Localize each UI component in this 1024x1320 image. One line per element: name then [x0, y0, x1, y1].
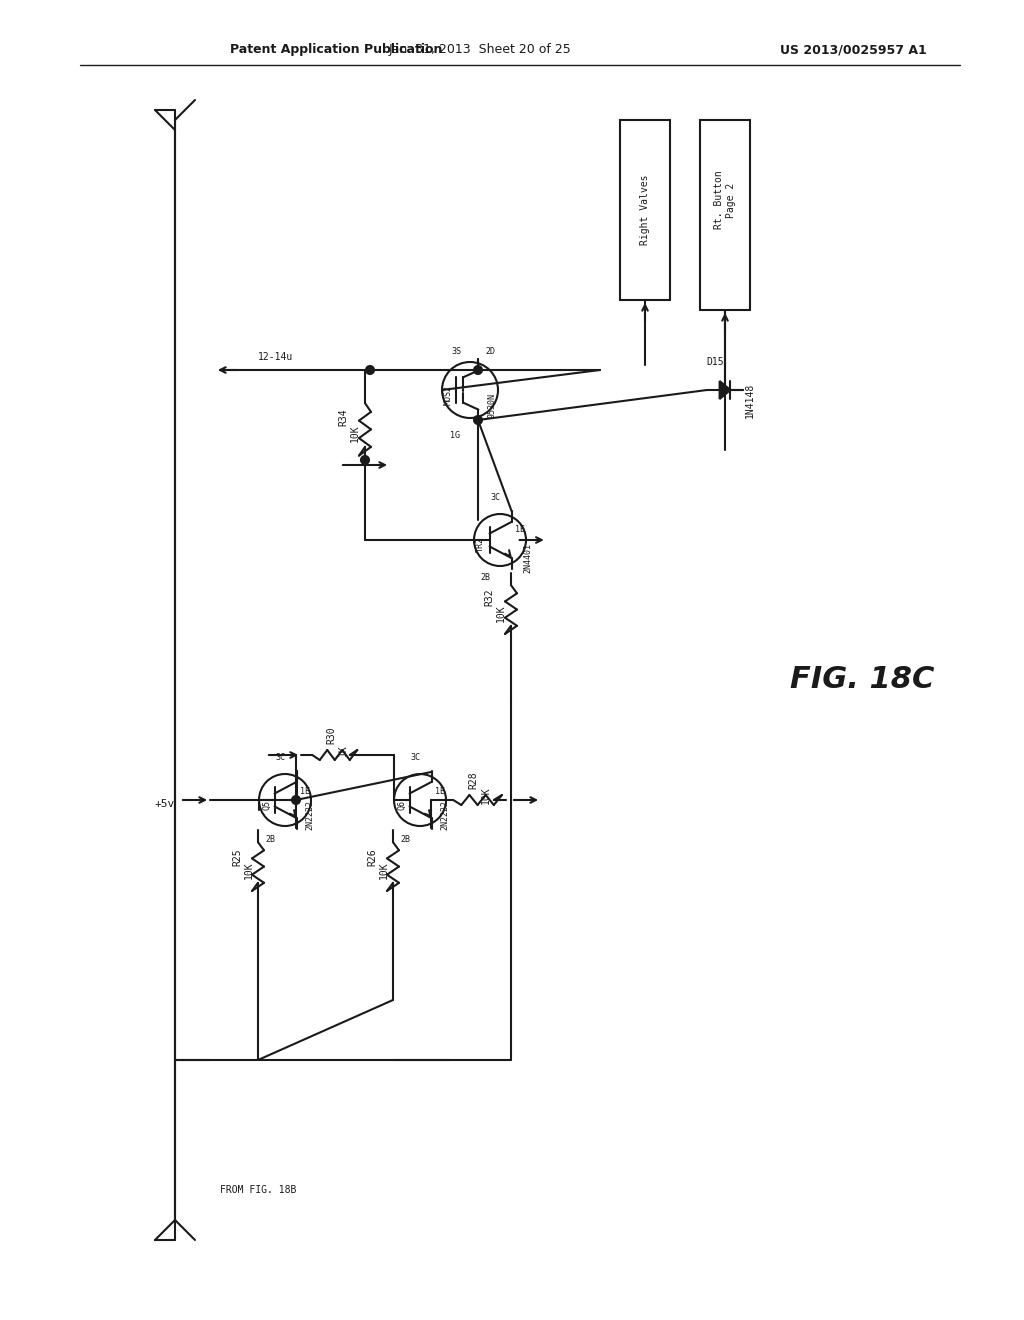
Text: R26: R26: [367, 849, 377, 866]
Text: US 2013/0025957 A1: US 2013/0025957 A1: [780, 44, 927, 57]
Text: TR2: TR2: [475, 537, 484, 553]
Text: 10K: 10K: [244, 862, 254, 879]
Text: 10K: 10K: [496, 605, 506, 622]
Text: 1N4148: 1N4148: [745, 383, 755, 417]
Text: 1E: 1E: [300, 788, 310, 796]
Text: 2N2222: 2N2222: [440, 800, 450, 830]
Text: Jan. 31, 2013  Sheet 20 of 25: Jan. 31, 2013 Sheet 20 of 25: [389, 44, 571, 57]
Text: 3S: 3S: [451, 347, 461, 356]
Circle shape: [292, 796, 300, 804]
Text: Patent Application Publication: Patent Application Publication: [230, 44, 442, 57]
Text: FROM FIG. 18B: FROM FIG. 18B: [220, 1185, 296, 1195]
Text: R30: R30: [326, 726, 336, 743]
Text: 2B: 2B: [400, 836, 410, 845]
Text: D15: D15: [707, 356, 724, 367]
Text: 10K: 10K: [480, 787, 490, 804]
Bar: [700, 120, 750, 310]
Text: 2D: 2D: [485, 347, 495, 356]
Polygon shape: [720, 381, 730, 399]
Text: 1K: 1K: [338, 744, 348, 756]
Text: 10K: 10K: [379, 862, 389, 879]
Text: 1G: 1G: [450, 430, 460, 440]
Text: Q6: Q6: [397, 800, 407, 810]
Text: 2B: 2B: [265, 836, 275, 845]
Circle shape: [474, 366, 482, 374]
Text: 10K: 10K: [350, 424, 360, 442]
Text: 3C: 3C: [275, 754, 285, 763]
Text: FIG. 18C: FIG. 18C: [790, 665, 934, 694]
Bar: [620, 120, 670, 300]
Text: 9530N: 9530N: [487, 392, 497, 417]
Text: R28: R28: [469, 771, 478, 789]
Text: R34: R34: [338, 408, 348, 426]
Text: 12-14u: 12-14u: [257, 352, 293, 362]
Text: 1E: 1E: [435, 788, 445, 796]
Text: 1E: 1E: [515, 525, 525, 535]
Text: Right Valves: Right Valves: [640, 174, 650, 246]
Text: 2B: 2B: [480, 573, 490, 582]
Text: R25: R25: [232, 849, 242, 866]
Text: +5v: +5v: [155, 799, 175, 809]
Circle shape: [361, 455, 369, 465]
Text: Q5: Q5: [262, 800, 271, 810]
Text: 2N4401: 2N4401: [523, 543, 532, 573]
Text: 2N2222: 2N2222: [305, 800, 314, 830]
Circle shape: [366, 366, 374, 374]
Text: 3C: 3C: [490, 494, 500, 503]
Text: R32: R32: [484, 589, 494, 606]
Circle shape: [474, 416, 482, 424]
Text: MOS2: MOS2: [443, 385, 453, 405]
Text: Rt. Button
Page 2: Rt. Button Page 2: [714, 170, 736, 230]
Text: 3C: 3C: [410, 754, 420, 763]
